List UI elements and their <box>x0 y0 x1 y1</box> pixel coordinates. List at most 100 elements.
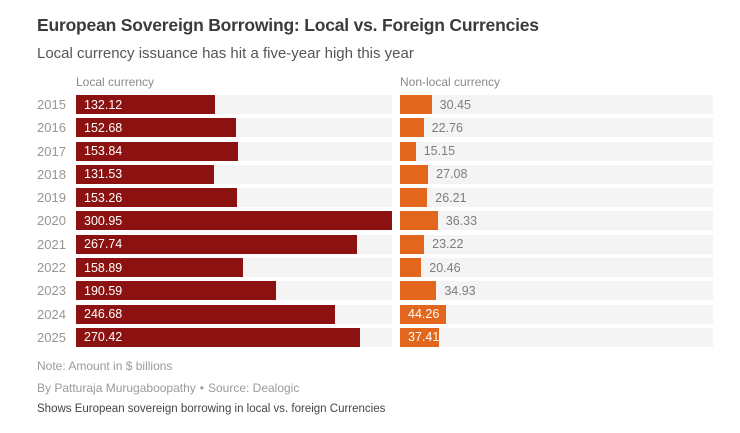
year-label: 2018 <box>37 166 66 182</box>
footnote: Note: Amount in $ billions <box>37 358 173 373</box>
byline: By Patturaja Murugaboopathy • Source: Deal… <box>37 381 713 395</box>
local-value-label: 158.89 <box>84 260 123 275</box>
nonlocal-value-label: 20.46 <box>429 260 461 275</box>
chart-description: Shows European sovereign borrowing in lo… <box>37 402 386 415</box>
chart-row: 2016 152.68 22.76 <box>37 118 713 138</box>
local-currency-bar: 267.74 <box>76 234 358 254</box>
year-label: 2023 <box>37 283 66 299</box>
year-label: 2017 <box>37 143 66 159</box>
local-value-label: 131.53 <box>84 167 123 182</box>
nonlocal-value-label: 34.93 <box>444 283 476 298</box>
nonlocal-bar-track: 27.08 <box>400 164 713 184</box>
nonlocal-value-label: 15.15 <box>423 144 456 159</box>
nonlocal-currency-bar <box>400 164 429 184</box>
nonlocal-bar-track: 23.22 <box>400 234 713 254</box>
nonlocal-value-label: 23.22 <box>432 237 464 252</box>
local-currency-bar: 190.59 <box>76 281 277 301</box>
local-bar-track: 152.68 <box>76 118 392 138</box>
nonlocal-bar-track: 36.33 <box>400 211 713 231</box>
nonlocal-currency-bar <box>400 234 425 254</box>
year-label: 2021 <box>37 236 66 252</box>
chart-row: 2019 153.26 26.21 <box>37 188 713 208</box>
local-value-label: 132.12 <box>84 97 123 112</box>
chart-row: 2020 300.95 36.33 <box>37 211 713 231</box>
chart-row: 2018 131.53 27.08 <box>37 164 713 184</box>
local-bar-track: 300.95 <box>76 211 392 231</box>
local-bar-track: 190.59 <box>76 281 392 301</box>
byline-separator: • <box>199 380 204 395</box>
year-label: 2020 <box>37 213 66 229</box>
local-currency-bar: 153.26 <box>76 188 237 208</box>
nonlocal-value-label: 37.41 <box>408 330 439 345</box>
local-value-label: 270.42 <box>84 330 123 345</box>
local-currency-bar: 131.53 <box>76 164 215 184</box>
nonlocal-currency-column-header: Non-local currency <box>400 75 501 89</box>
local-bar-track: 270.42 <box>76 327 392 347</box>
local-bar-track: 132.12 <box>76 95 392 114</box>
bar-chart: 2015 132.12 30.45 2016 152.68 22.76 2017 153.84… <box>37 95 713 347</box>
nonlocal-bar-track: 44.26 <box>400 304 713 324</box>
nonlocal-currency-bar <box>400 118 424 138</box>
nonlocal-bar-track: 22.76 <box>400 118 713 138</box>
chart-subtitle: Local currency issuance has hit a five-y… <box>37 45 414 62</box>
year-label: 2015 <box>37 97 66 112</box>
nonlocal-currency-bar <box>400 141 416 161</box>
local-value-label: 153.84 <box>84 144 123 159</box>
year-label: 2024 <box>37 306 66 322</box>
year-label: 2025 <box>37 329 66 345</box>
local-bar-track: 131.53 <box>76 164 392 184</box>
nonlocal-currency-bar: 44.26 <box>400 304 447 324</box>
nonlocal-currency-bar: 37.41 <box>400 327 439 347</box>
chart-row: 2025 270.42 37.41 <box>37 327 713 347</box>
nonlocal-currency-bar <box>400 188 428 208</box>
local-currency-column-header: Local currency <box>76 75 155 89</box>
local-currency-bar: 132.12 <box>76 95 215 114</box>
local-bar-track: 267.74 <box>76 234 392 254</box>
year-label: 2022 <box>37 260 66 276</box>
nonlocal-bar-track: 15.15 <box>400 141 713 161</box>
nonlocal-value-label: 36.33 <box>445 213 478 228</box>
nonlocal-value-label: 44.26 <box>408 307 440 322</box>
nonlocal-value-label: 30.45 <box>439 97 471 112</box>
nonlocal-value-label: 26.21 <box>435 190 467 205</box>
chart-title: European Sovereign Borrowing: Local vs. … <box>37 15 539 35</box>
local-value-label: 152.68 <box>84 120 123 135</box>
column-headers: Local currency Non-local currency <box>37 75 713 89</box>
nonlocal-currency-bar <box>400 258 422 278</box>
chart-row: 2023 190.59 34.93 <box>37 281 713 301</box>
local-value-label: 300.95 <box>84 213 123 228</box>
chart-footer: Note: Amount in $ billions By Patturaja … <box>37 359 713 415</box>
local-currency-bar: 158.89 <box>76 258 243 278</box>
year-label: 2019 <box>37 190 66 206</box>
source: Source: Dealogic <box>207 380 300 395</box>
year-label: 2016 <box>37 120 66 136</box>
nonlocal-currency-bar <box>400 211 438 231</box>
nonlocal-value-label: 22.76 <box>431 120 463 135</box>
nonlocal-bar-track: 26.21 <box>400 188 713 208</box>
chart-row: 2017 153.84 15.15 <box>37 141 713 161</box>
chart-row: 2021 267.74 23.22 <box>37 234 713 254</box>
nonlocal-value-label: 27.08 <box>436 167 468 182</box>
nonlocal-currency-bar <box>400 281 437 301</box>
local-value-label: 246.68 <box>84 307 123 322</box>
local-currency-bar: 270.42 <box>76 327 360 347</box>
local-currency-bar: 300.95 <box>76 211 392 231</box>
byline-author: By Patturaja Murugaboopathy <box>37 380 196 395</box>
nonlocal-bar-track: 34.93 <box>400 281 713 301</box>
local-bar-track: 153.84 <box>76 141 392 161</box>
local-bar-track: 246.68 <box>76 304 392 324</box>
year-column-spacer <box>37 75 76 89</box>
local-currency-bar: 246.68 <box>76 304 336 324</box>
local-currency-bar: 153.84 <box>76 141 238 161</box>
local-value-label: 190.59 <box>84 283 123 298</box>
nonlocal-bar-track: 30.45 <box>400 95 713 114</box>
local-currency-bar: 152.68 <box>76 118 237 138</box>
nonlocal-bar-track: 20.46 <box>400 258 713 278</box>
chart-row: 2024 246.68 44.26 <box>37 304 713 324</box>
chart-row: 2022 158.89 20.46 <box>37 258 713 278</box>
nonlocal-bar-track: 37.41 <box>400 327 713 347</box>
local-bar-track: 153.26 <box>76 188 392 208</box>
local-bar-track: 158.89 <box>76 258 392 278</box>
chart-row: 2015 132.12 30.45 <box>37 95 713 114</box>
